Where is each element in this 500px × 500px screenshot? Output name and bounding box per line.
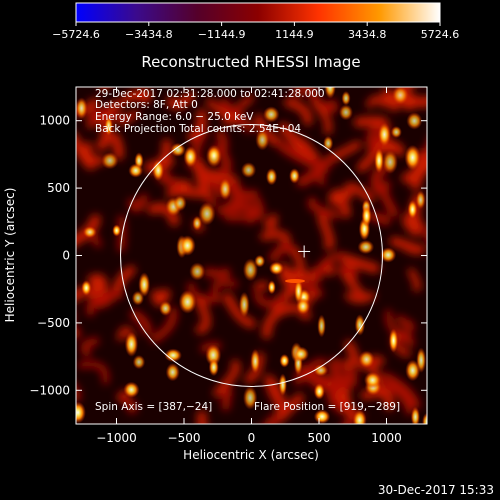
emission-peaks	[76, 87, 427, 424]
annotation-time: 29-Dec-2017 02:31:28.000 to 02:41:28.000	[95, 88, 325, 100]
solar-disk-outline	[120, 124, 383, 387]
y-axis: 1000 500 0 −500 −1000	[29, 114, 427, 397]
colorbar-tick-label: −3434.8	[125, 28, 173, 41]
annotation-method: Back Projection Total counts: 2.54E+04	[95, 123, 301, 135]
y-tick-label: −500	[37, 316, 70, 330]
y-tick-label: 0	[62, 249, 70, 263]
x-axis: −1000 −500 0 500 1000	[96, 87, 402, 445]
y-tick-label: 1000	[39, 114, 70, 128]
y-tick-label: 500	[47, 181, 70, 195]
annotation-flare-position: Flare Position = [919,−289]	[254, 401, 400, 413]
footer-timestamp: 30-Dec-2017 15:33	[378, 483, 494, 497]
colorbar-tick-label: −5724.6	[52, 28, 100, 41]
colorbar-tick-label: 1144.9	[275, 28, 314, 41]
x-tick-label: 0	[248, 431, 256, 445]
flare-position-marker	[298, 245, 311, 258]
x-axis-label: Heliocentric X (arcsec)	[183, 448, 319, 462]
y-axis-label: Heliocentric Y (arcsec)	[3, 188, 17, 323]
colorbar-tick-label: 3434.8	[348, 28, 387, 41]
colorbar-ticks: −5724.6 −3434.8 −1144.9 1144.9 3434.8 5724.6	[52, 22, 459, 41]
y-tick-label: −1000	[29, 383, 70, 397]
annotation-energy: Energy Range: 6.0 − 25.0 keV	[95, 111, 254, 123]
annotation-spin-axis: Spin Axis = [387,−24]	[95, 401, 212, 413]
x-tick-label: 1000	[371, 431, 402, 445]
colorbar-tick-label: −1144.9	[198, 28, 246, 41]
colorbar-tick-label: 5724.6	[421, 28, 460, 41]
negative-artifact	[285, 279, 305, 283]
x-tick-label: 500	[308, 431, 331, 445]
annotation-detectors: Detectors: 8F, Att 0	[95, 99, 198, 111]
colorbar	[75, 2, 441, 23]
x-tick-label: −500	[168, 431, 201, 445]
chart-title: Reconstructed RHESSI Image	[141, 53, 360, 71]
x-tick-label: −1000	[96, 431, 137, 445]
